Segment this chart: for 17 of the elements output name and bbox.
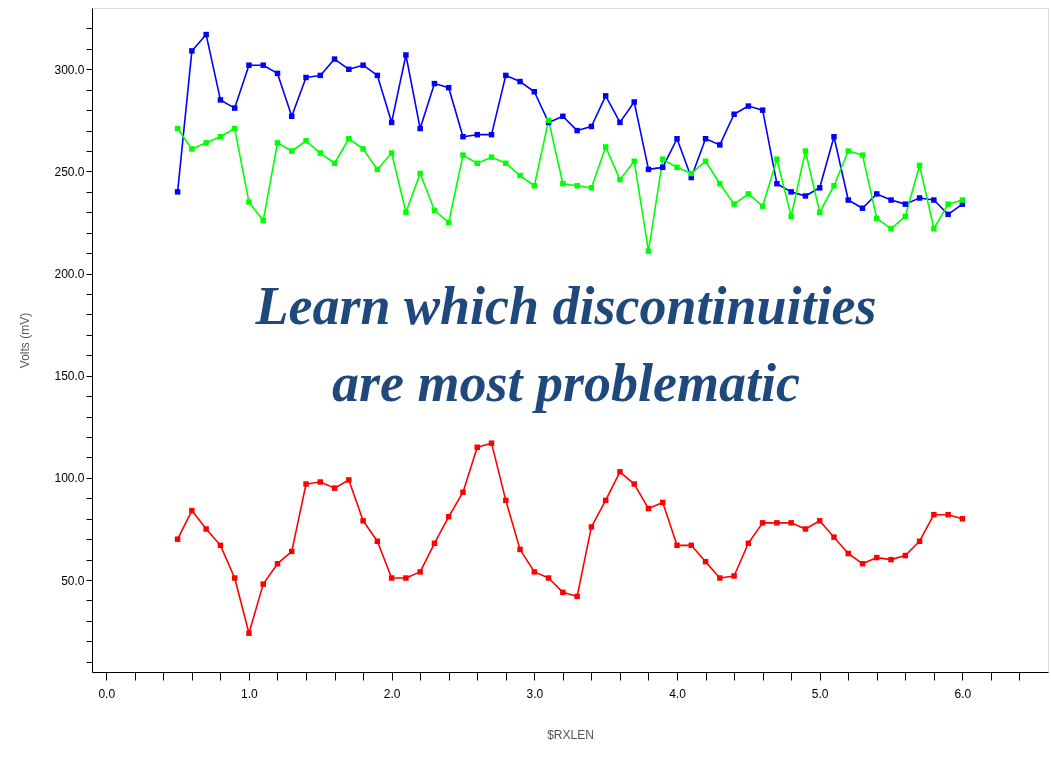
y-axis-title: Volts (mV)	[18, 312, 33, 369]
y-tick-label: 200.0	[54, 267, 85, 282]
y-tick-label: 50.0	[61, 573, 85, 588]
annotation: are most problematic	[332, 353, 801, 413]
x-tick-label: 6.0	[954, 686, 972, 701]
x-tick-label: 5.0	[811, 686, 829, 701]
x-axis-title: $RXLEN	[547, 727, 594, 742]
x-tick-label: 0.0	[98, 686, 116, 701]
x-tick-label: 1.0	[241, 686, 259, 701]
x-tick-label: 4.0	[669, 686, 687, 701]
y-tick-label: 250.0	[54, 164, 85, 179]
annotation: Learn which discontinuities	[254, 276, 877, 336]
y-tick-label: 150.0	[54, 369, 85, 384]
x-tick-label: 2.0	[383, 686, 401, 701]
y-tick-label: 100.0	[54, 471, 85, 486]
y-tick-label: 300.0	[54, 62, 85, 77]
x-tick-label: 3.0	[526, 686, 544, 701]
